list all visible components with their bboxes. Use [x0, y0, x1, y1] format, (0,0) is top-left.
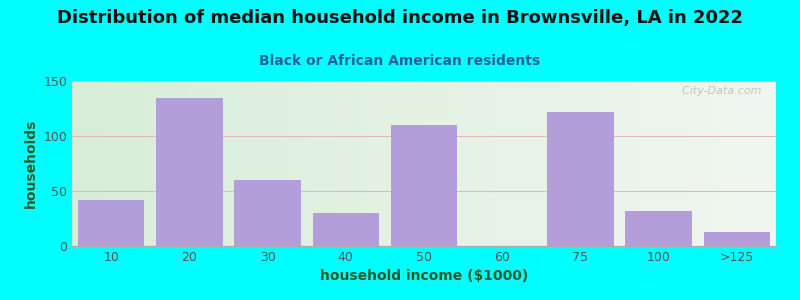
Bar — [78, 200, 144, 246]
Bar — [547, 112, 614, 246]
Bar — [704, 232, 770, 246]
Text: Black or African American residents: Black or African American residents — [259, 54, 541, 68]
Y-axis label: households: households — [24, 119, 38, 208]
Text: Distribution of median household income in Brownsville, LA in 2022: Distribution of median household income … — [57, 9, 743, 27]
Bar — [626, 211, 692, 246]
Bar — [234, 180, 301, 246]
Text: City-Data.com: City-Data.com — [675, 86, 762, 96]
Bar — [390, 125, 458, 246]
Bar — [313, 213, 379, 246]
Bar — [156, 98, 222, 246]
X-axis label: household income ($1000): household income ($1000) — [320, 269, 528, 284]
